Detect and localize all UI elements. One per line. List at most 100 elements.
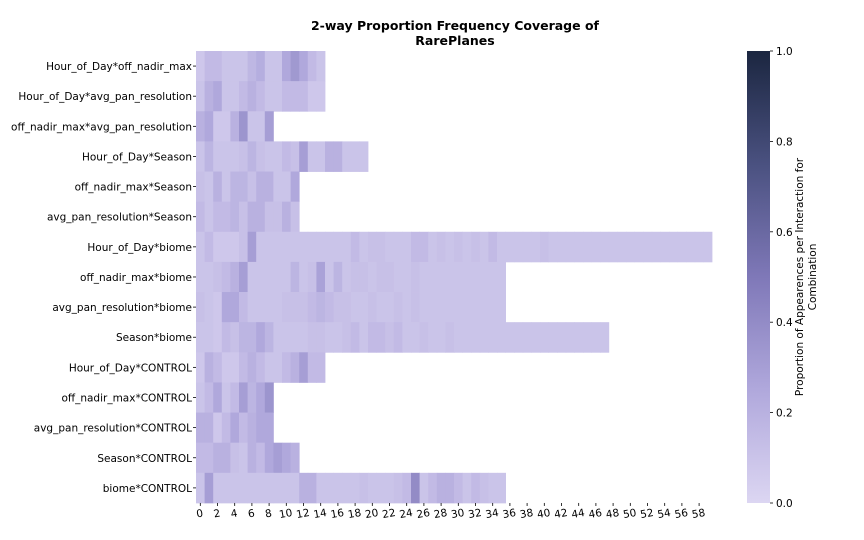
heatmap-cell [247, 81, 257, 112]
heatmap-cell [204, 472, 214, 504]
heatmap-cell [230, 382, 240, 413]
heatmap-cell [273, 292, 283, 323]
colorbar-tick-label: 0.2 [776, 408, 793, 420]
heatmap-cell [264, 472, 274, 504]
heatmap-cell [316, 352, 326, 383]
row-label: off_nadir_max*CONTROL [61, 392, 192, 404]
heatmap-cell [651, 231, 661, 263]
heatmap-cell [497, 231, 506, 263]
heatmap-cell [385, 231, 395, 263]
heatmap-cell [299, 141, 309, 172]
heatmap-cell [299, 81, 309, 112]
heatmap-cell [204, 141, 214, 172]
heatmap-cell [213, 352, 223, 383]
row-label: off_nadir_max*avg_pan_resolution [11, 121, 192, 133]
heatmap-cell [264, 352, 274, 383]
heatmap-cell [247, 231, 257, 263]
heatmap-cell [307, 141, 317, 172]
chart-title-line-1: 2-way Proportion Frequency Coverage of [311, 18, 600, 33]
heatmap-cell [359, 322, 369, 353]
heatmap-cell [325, 292, 334, 323]
heatmap-cell [264, 231, 274, 263]
heatmap-cell [282, 231, 291, 263]
heatmap-cell [333, 322, 343, 353]
heatmap-cell [273, 81, 283, 112]
row-label: off_nadir_max*Season [75, 182, 192, 194]
colorbar-tick-label: 0.8 [776, 136, 793, 148]
heatmap-cell [213, 81, 223, 112]
heatmap-cell [333, 231, 343, 263]
heatmap-cell [230, 171, 240, 203]
heatmap-cell [273, 141, 283, 172]
heatmap-cell [290, 51, 300, 82]
heatmap-cell [221, 141, 231, 172]
heatmap-cell [196, 352, 205, 383]
heatmap-cell [583, 231, 592, 263]
heatmap-cell [350, 292, 360, 323]
heatmap-cell [565, 231, 575, 263]
heatmap-cell [522, 231, 532, 263]
heatmap-cell [505, 231, 515, 263]
heatmap-cell [376, 261, 386, 293]
heatmap-cell [583, 322, 592, 353]
heatmap-cell [436, 231, 446, 263]
heatmap-cell [299, 51, 309, 82]
heatmap-cell [264, 322, 274, 353]
heatmap-cell [247, 442, 257, 474]
heatmap-cell [282, 261, 291, 293]
heatmap-cell [316, 51, 326, 82]
heatmap-cell [307, 51, 317, 82]
heatmap-cell [247, 382, 257, 413]
heatmap-cell [196, 442, 205, 474]
heatmap-cell [204, 352, 214, 383]
heatmap-cell [376, 472, 386, 504]
heatmap-cell [290, 141, 300, 172]
heatmap-cell [247, 352, 257, 383]
heatmap-cells [196, 51, 713, 504]
heatmap-cell [497, 322, 506, 353]
row-label: off_nadir_max*biome [80, 272, 192, 284]
heatmap-cell [316, 231, 326, 263]
x-tick-label: 48 [605, 507, 620, 521]
heatmap-cell [282, 322, 291, 353]
heatmap-cell [213, 231, 223, 263]
heatmap-cell [196, 231, 205, 263]
heatmap-cell [479, 472, 489, 504]
heatmap-cell [282, 81, 291, 112]
heatmap-cell [393, 292, 403, 323]
heatmap-cell [196, 81, 205, 112]
heatmap-cell [196, 201, 205, 233]
heatmap-cell [419, 261, 429, 293]
heatmap-cell [204, 292, 214, 323]
x-tick-label: 56 [674, 507, 690, 521]
heatmap-cell [436, 322, 446, 353]
heatmap-cell [273, 322, 283, 353]
heatmap-cell [221, 201, 231, 233]
x-tick-label: 2 [213, 508, 222, 521]
heatmap-cell [282, 292, 291, 323]
colorbar-ticks: 0.0 0.2 0.4 0.6 0.8 1.0 [770, 46, 793, 510]
heatmap-cell [213, 141, 223, 172]
heatmap-cell [239, 81, 248, 112]
heatmap-cell [290, 352, 300, 383]
x-tick-label: 58 [691, 507, 706, 521]
heatmap-cell [488, 261, 498, 293]
heatmap-cell [479, 292, 489, 323]
heatmap-cell [213, 412, 223, 444]
heatmap-cell [221, 81, 231, 112]
heatmap-cell [221, 322, 231, 353]
heatmap-cell [204, 322, 214, 353]
heatmap-cell [428, 322, 438, 353]
heatmap-cell [462, 231, 472, 263]
x-tick-label: 30 [450, 507, 465, 521]
heatmap-cell [247, 322, 257, 353]
heatmap-cell [213, 171, 223, 203]
heatmap-cell [299, 292, 309, 323]
heatmap-cell [196, 51, 205, 82]
heatmap-cell [247, 412, 257, 444]
heatmap-cell [204, 201, 214, 233]
heatmap-cell [402, 322, 412, 353]
heatmap-cell [368, 261, 377, 293]
heatmap-cell [256, 81, 266, 112]
heatmap-cell [204, 81, 214, 112]
